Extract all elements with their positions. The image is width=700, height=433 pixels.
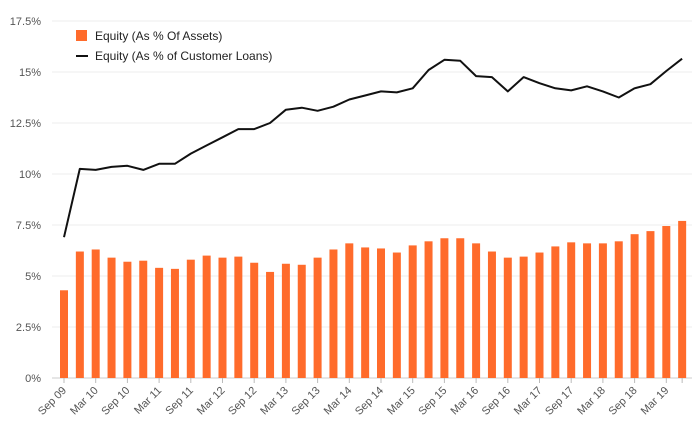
x-tick-label: Sep 11 [163,385,196,418]
x-tick-label: Mar 12 [195,385,228,418]
bar [91,249,100,378]
bar [377,248,385,378]
y-tick-label: 7.5% [16,220,41,232]
x-tick-label: Sep 14 [353,385,386,418]
bar [234,256,243,378]
bar [329,249,338,378]
x-tick-label: Sep 10 [99,385,132,418]
x-tick-label: Mar 13 [258,385,291,418]
y-tick-label: 17.5% [10,16,41,28]
bar [487,251,496,378]
x-tick-label: Sep 13 [290,385,323,418]
x-tick-label: Sep 09 [36,385,69,418]
bar [155,267,164,378]
y-tick-label: 0% [25,373,41,385]
bar [567,242,576,378]
legend-swatch-bar [76,30,87,41]
bar [345,243,354,378]
x-tick-label: Mar 18 [575,385,608,418]
line-series [63,57,683,238]
bar [170,268,179,378]
x-tick-label: Mar 11 [132,385,164,417]
x-tick-label: Sep 15 [416,385,449,418]
bar [392,252,401,378]
bar [107,257,116,378]
x-tick-label: Mar 16 [449,385,482,418]
x-tick-label: Mar 17 [512,385,545,418]
bar [440,238,449,378]
bar [598,243,607,378]
legend-label-bar: Equity (As % Of Assets) [95,29,222,43]
bar [202,255,211,378]
bar [186,259,195,378]
bar [503,257,512,378]
bar [551,246,560,378]
bar [60,290,68,378]
bar [139,260,148,378]
y-tick-label: 15% [19,67,41,79]
bar [361,247,370,378]
y-tick-label: 12.5% [10,118,41,130]
bar [519,256,528,378]
bar [218,257,227,378]
series-line [63,57,683,238]
bar [424,241,433,378]
bar [408,245,417,378]
x-tick-label: Mar 10 [68,385,101,418]
bar [266,271,275,378]
y-axis: 0% 2.5% 5% 7.5% 10% 12.5% 15% 17.5% [10,16,41,385]
bar [250,262,259,378]
grid [52,20,692,379]
legend: Equity (As % Of Assets) Equity (As % of … [76,29,272,63]
bar [472,243,481,378]
x-tick-label: Mar 15 [385,385,418,418]
bar [313,257,322,378]
bar [630,234,639,378]
x-tick-label: Mar 14 [322,385,355,418]
x-tick-label: Mar 19 [639,385,672,418]
x-tick-label: Sep 16 [480,385,513,418]
bar [75,251,84,378]
bar [583,243,592,378]
bar [662,226,671,378]
bar [614,241,623,378]
y-tick-label: 10% [19,169,41,181]
bar [646,231,655,378]
bar [281,263,290,378]
legend-label-line: Equity (As % of Customer Loans) [95,49,272,63]
bar [123,261,132,378]
bar [456,238,465,378]
bar [678,220,687,378]
x-tick-label: Sep 17 [543,385,576,418]
x-tick-label: Sep 12 [226,385,259,418]
bar-series [60,220,687,378]
bar [535,252,544,378]
bar [297,264,306,378]
y-tick-label: 2.5% [16,322,41,334]
y-tick-label: 5% [25,271,41,283]
x-tick-label: Sep 18 [607,385,640,418]
